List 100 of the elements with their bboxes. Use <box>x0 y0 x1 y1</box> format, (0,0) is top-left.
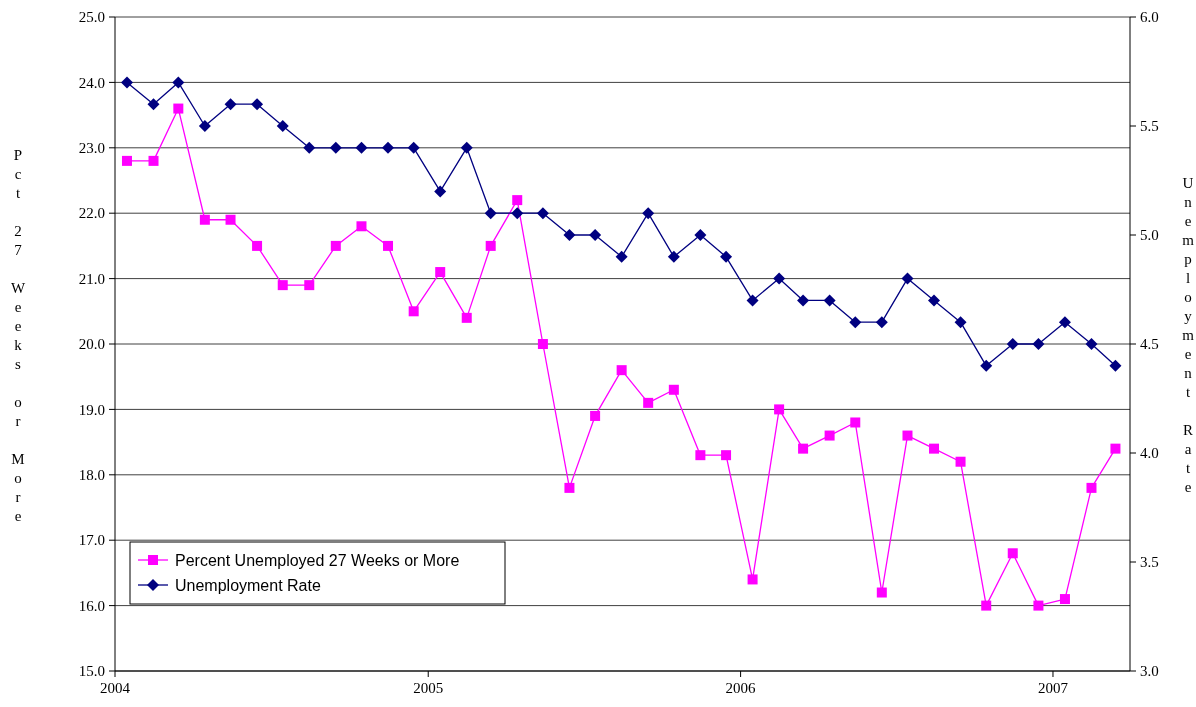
y-tick-label: 21.0 <box>78 270 105 287</box>
point <box>199 214 210 225</box>
point <box>694 229 707 241</box>
point <box>148 155 159 166</box>
point <box>1059 594 1070 605</box>
point <box>484 207 497 220</box>
point <box>303 141 316 154</box>
point <box>901 272 914 285</box>
point <box>1006 338 1019 350</box>
point <box>616 365 627 376</box>
point <box>224 98 237 111</box>
point <box>746 294 759 307</box>
point <box>537 339 548 349</box>
point <box>198 120 211 132</box>
point <box>773 272 786 285</box>
point <box>536 207 549 220</box>
point <box>408 306 419 317</box>
point <box>928 294 941 307</box>
point <box>383 240 394 251</box>
point <box>512 195 523 206</box>
point <box>460 141 473 154</box>
point <box>1058 316 1071 329</box>
point <box>435 267 446 278</box>
point <box>356 221 367 232</box>
point <box>668 384 679 395</box>
point <box>721 450 732 461</box>
point <box>382 141 395 154</box>
point <box>695 450 706 461</box>
point <box>304 280 315 291</box>
point <box>876 587 887 598</box>
x-tick-label: 2007 <box>1037 680 1069 696</box>
y2-tick-label: 4.0 <box>1140 445 1159 462</box>
point <box>980 359 993 372</box>
point <box>1086 482 1097 493</box>
legend-label: Unemployment Rate <box>175 576 321 594</box>
point <box>1007 548 1018 559</box>
point <box>981 600 992 611</box>
point <box>590 410 601 421</box>
point <box>929 443 940 454</box>
point <box>330 240 341 251</box>
y2-tick-label: 5.5 <box>1140 118 1159 135</box>
point <box>173 103 184 114</box>
point <box>954 316 967 329</box>
point <box>589 229 602 241</box>
point <box>563 229 576 241</box>
point <box>251 98 264 111</box>
point <box>643 397 654 408</box>
point <box>172 76 185 89</box>
point <box>774 404 785 415</box>
y2-tick-label: 5.0 <box>1140 227 1159 244</box>
y-tick-label: 22.0 <box>78 205 105 222</box>
point <box>355 141 368 154</box>
point <box>850 417 861 428</box>
point <box>824 430 835 441</box>
y2-tick-label: 6.0 <box>1140 9 1159 26</box>
point <box>902 430 913 441</box>
y2-tick-label: 4.5 <box>1140 336 1159 353</box>
point <box>277 280 288 291</box>
point <box>276 120 289 132</box>
point <box>875 316 888 329</box>
x-tick-label: 2004 <box>100 680 131 696</box>
point <box>720 250 733 263</box>
point <box>461 312 472 323</box>
y-tick-label: 20.0 <box>78 336 105 353</box>
text: Unemployment Rate <box>1182 175 1194 495</box>
point <box>1033 600 1044 611</box>
x-tick-label: 2006 <box>725 680 757 696</box>
y-tick-label: 18.0 <box>78 467 105 484</box>
point <box>147 98 160 111</box>
point <box>955 456 966 467</box>
y-tick-label: 25.0 <box>78 9 105 26</box>
y2-tick-label: 3.5 <box>1140 554 1159 571</box>
legend-label: Percent Unemployed 27 Weeks or More <box>175 551 460 569</box>
point <box>642 207 655 220</box>
x-tick-label: 2005 <box>413 680 444 696</box>
point <box>1032 338 1045 350</box>
point <box>407 141 420 154</box>
point <box>615 250 628 263</box>
point <box>849 316 862 329</box>
point <box>511 207 524 220</box>
point <box>797 294 810 307</box>
y-tick-label: 19.0 <box>78 401 105 418</box>
text: Pct 27 Weeks or More <box>10 146 26 524</box>
point <box>798 443 809 454</box>
point <box>485 240 496 251</box>
y-tick-label: 15.0 <box>78 663 105 680</box>
point <box>434 185 447 198</box>
point <box>1085 338 1098 350</box>
point <box>252 240 263 251</box>
point <box>667 250 680 263</box>
point <box>1110 443 1121 454</box>
y2-tick-label: 3.0 <box>1140 663 1159 680</box>
y-tick-label: 17.0 <box>78 532 105 549</box>
point <box>121 155 132 166</box>
point <box>329 141 342 154</box>
point <box>747 574 758 585</box>
point <box>225 214 236 225</box>
point <box>1109 359 1122 372</box>
point <box>564 482 575 493</box>
point <box>823 294 836 307</box>
